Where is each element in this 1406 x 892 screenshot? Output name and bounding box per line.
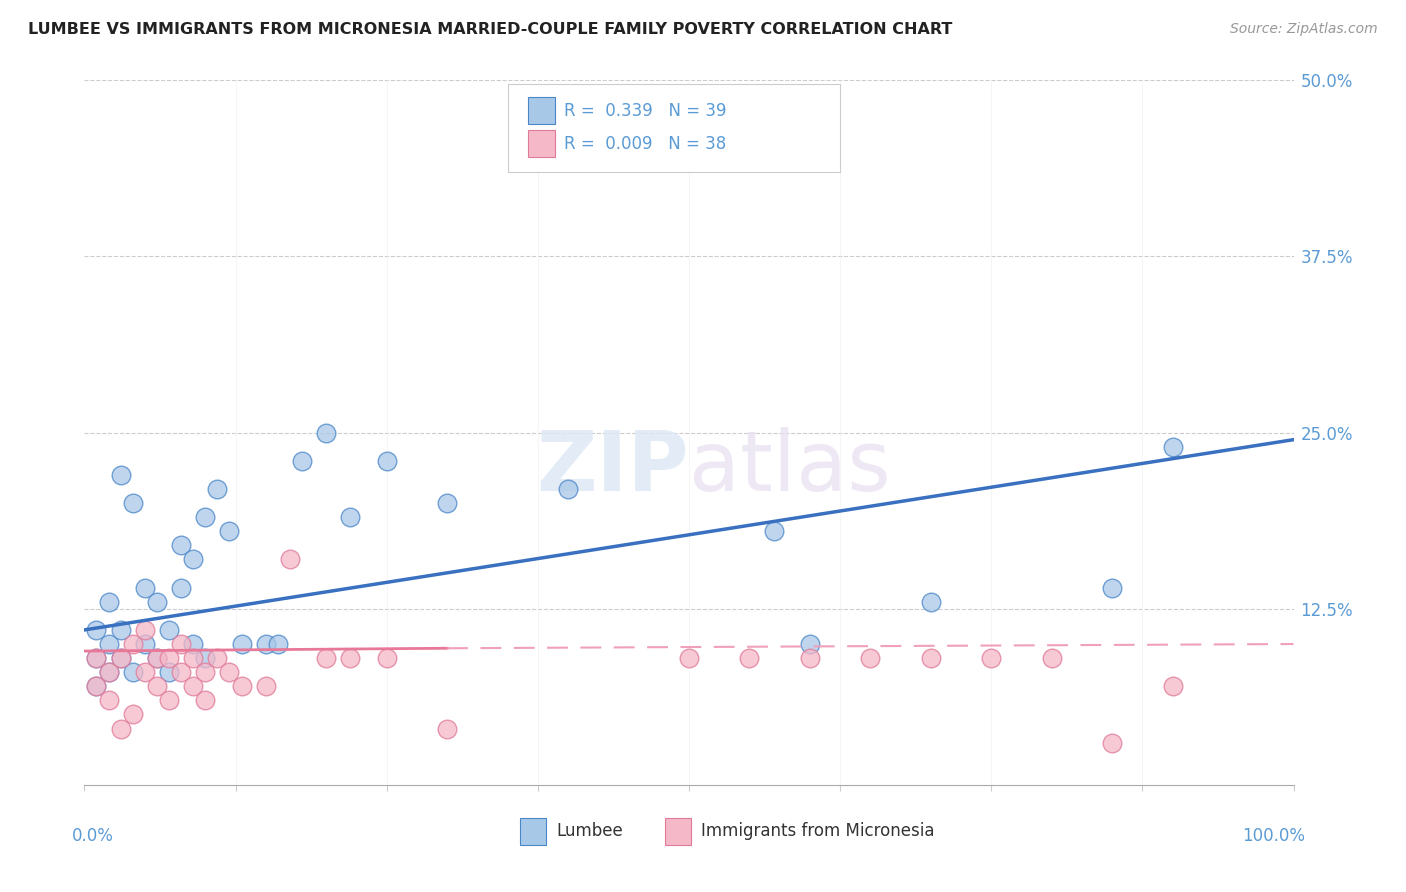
Point bbox=[799, 651, 821, 665]
Point bbox=[339, 510, 361, 524]
Point bbox=[86, 623, 108, 637]
Point bbox=[678, 651, 700, 665]
Point bbox=[110, 623, 132, 637]
Text: 0.0%: 0.0% bbox=[72, 827, 114, 846]
Point bbox=[134, 637, 156, 651]
Bar bbox=[529, 130, 555, 157]
FancyBboxPatch shape bbox=[508, 84, 841, 172]
Point bbox=[291, 454, 314, 468]
Text: ZIP: ZIP bbox=[537, 427, 689, 508]
Text: atlas: atlas bbox=[689, 427, 890, 508]
Point bbox=[278, 552, 301, 566]
Point bbox=[86, 679, 108, 693]
Point bbox=[86, 651, 108, 665]
Point bbox=[267, 637, 290, 651]
Point bbox=[315, 651, 337, 665]
Bar bbox=[665, 818, 692, 845]
Point bbox=[97, 665, 120, 680]
Point bbox=[738, 651, 761, 665]
Point bbox=[1161, 679, 1184, 693]
Point bbox=[231, 637, 253, 651]
Point bbox=[980, 651, 1002, 665]
Text: Source: ZipAtlas.com: Source: ZipAtlas.com bbox=[1230, 22, 1378, 37]
Point bbox=[194, 665, 217, 680]
Point bbox=[181, 552, 204, 566]
Point bbox=[146, 595, 169, 609]
Point bbox=[218, 524, 240, 539]
Point bbox=[157, 665, 180, 680]
Point bbox=[86, 651, 108, 665]
Point bbox=[121, 637, 143, 651]
Point bbox=[920, 651, 942, 665]
Point bbox=[207, 651, 229, 665]
Point bbox=[859, 651, 882, 665]
Point bbox=[194, 651, 217, 665]
Point bbox=[254, 637, 277, 651]
Point bbox=[218, 665, 240, 680]
Point bbox=[97, 637, 120, 651]
Point bbox=[110, 467, 132, 482]
Point bbox=[157, 623, 180, 637]
Point bbox=[194, 510, 217, 524]
Point bbox=[1040, 651, 1063, 665]
Point bbox=[170, 538, 193, 552]
Point bbox=[181, 651, 204, 665]
Point bbox=[436, 722, 458, 736]
Point bbox=[436, 496, 458, 510]
Point bbox=[339, 651, 361, 665]
Point bbox=[170, 665, 193, 680]
Text: R =  0.009   N = 38: R = 0.009 N = 38 bbox=[564, 135, 727, 153]
Point bbox=[157, 651, 180, 665]
Point bbox=[157, 693, 180, 707]
Point bbox=[557, 482, 579, 496]
Bar bbox=[520, 818, 547, 845]
Point bbox=[110, 651, 132, 665]
Point bbox=[86, 679, 108, 693]
Point bbox=[134, 665, 156, 680]
Point bbox=[121, 665, 143, 680]
Point bbox=[207, 482, 229, 496]
Point bbox=[181, 637, 204, 651]
Point bbox=[799, 637, 821, 651]
Point bbox=[146, 651, 169, 665]
Point bbox=[231, 679, 253, 693]
Point bbox=[375, 651, 398, 665]
Point bbox=[134, 581, 156, 595]
Point bbox=[1161, 440, 1184, 454]
Point bbox=[194, 693, 217, 707]
Text: R =  0.339   N = 39: R = 0.339 N = 39 bbox=[564, 102, 727, 120]
Point bbox=[134, 623, 156, 637]
Point bbox=[97, 693, 120, 707]
Point bbox=[181, 679, 204, 693]
Point bbox=[254, 679, 277, 693]
Point bbox=[1101, 736, 1123, 750]
Point bbox=[110, 651, 132, 665]
Point bbox=[170, 581, 193, 595]
Point bbox=[1101, 581, 1123, 595]
Text: Lumbee: Lumbee bbox=[555, 822, 623, 840]
Point bbox=[762, 524, 785, 539]
Text: 100.0%: 100.0% bbox=[1243, 827, 1306, 846]
Point bbox=[121, 707, 143, 722]
Text: LUMBEE VS IMMIGRANTS FROM MICRONESIA MARRIED-COUPLE FAMILY POVERTY CORRELATION C: LUMBEE VS IMMIGRANTS FROM MICRONESIA MAR… bbox=[28, 22, 952, 37]
Point bbox=[146, 651, 169, 665]
Point bbox=[110, 722, 132, 736]
Point bbox=[97, 665, 120, 680]
Point bbox=[315, 425, 337, 440]
Point bbox=[375, 454, 398, 468]
Point bbox=[170, 637, 193, 651]
Point bbox=[121, 496, 143, 510]
Point bbox=[920, 595, 942, 609]
Text: Immigrants from Micronesia: Immigrants from Micronesia bbox=[702, 822, 935, 840]
Point bbox=[146, 679, 169, 693]
Bar bbox=[529, 97, 555, 124]
Point bbox=[97, 595, 120, 609]
